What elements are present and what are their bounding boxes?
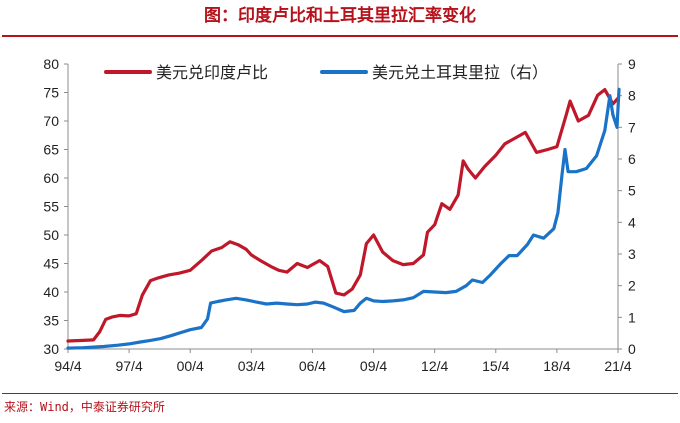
- x-tick-label: 18/4: [543, 358, 570, 374]
- left-tick-label: 75: [43, 85, 59, 101]
- x-tick-label: 97/4: [115, 358, 142, 374]
- left-tick-label: 60: [43, 170, 59, 186]
- x-tick-label: 12/4: [421, 358, 448, 374]
- x-tick-label: 21/4: [604, 358, 631, 374]
- x-tick-label: 06/4: [299, 358, 326, 374]
- left-tick-label: 50: [43, 227, 59, 243]
- left-tick-label: 30: [43, 341, 59, 357]
- right-tick-label: 7: [628, 119, 636, 135]
- right-tick-label: 0: [628, 341, 636, 357]
- right-tick-label: 1: [628, 309, 636, 325]
- chart-legend: 美元兑印度卢比 美元兑土耳其里拉（右）: [104, 63, 548, 82]
- left-tick-label: 40: [43, 284, 59, 300]
- x-tick-label: 00/4: [177, 358, 204, 374]
- right-tick-label: 8: [628, 88, 636, 104]
- chart-series: [66, 87, 621, 350]
- left-tick-label: 65: [43, 142, 59, 158]
- right-tick-label: 6: [628, 151, 636, 167]
- x-tick-label: 15/4: [482, 358, 509, 374]
- right-tick-label: 2: [628, 278, 636, 294]
- right-tick-label: 3: [628, 246, 636, 262]
- x-tick-label: 03/4: [238, 358, 265, 374]
- right-tick-label: 4: [628, 214, 636, 230]
- chart-title: 图：印度卢比和土耳其里拉汇率变化: [204, 6, 476, 26]
- left-tick-label: 45: [43, 256, 59, 272]
- source-divider: [2, 393, 678, 394]
- left-tick-label: 55: [43, 199, 59, 215]
- title-divider: [2, 35, 678, 37]
- x-tick-label: 94/4: [54, 358, 81, 374]
- x-tick-label: 09/4: [360, 358, 387, 374]
- left-tick-label: 35: [43, 313, 59, 329]
- left-tick-label: 80: [43, 56, 59, 72]
- usd-inr-line: [66, 87, 620, 343]
- legend-label: 美元兑印度卢比: [156, 63, 268, 82]
- source-note: 来源：Wind，中泰证券研究所: [4, 400, 165, 414]
- right-tick-label: 5: [628, 183, 636, 199]
- usd-try-line: [66, 87, 621, 350]
- right-tick-label: 9: [628, 56, 636, 72]
- legend-label: 美元兑土耳其里拉（右）: [372, 63, 548, 82]
- left-tick-label: 70: [43, 113, 59, 129]
